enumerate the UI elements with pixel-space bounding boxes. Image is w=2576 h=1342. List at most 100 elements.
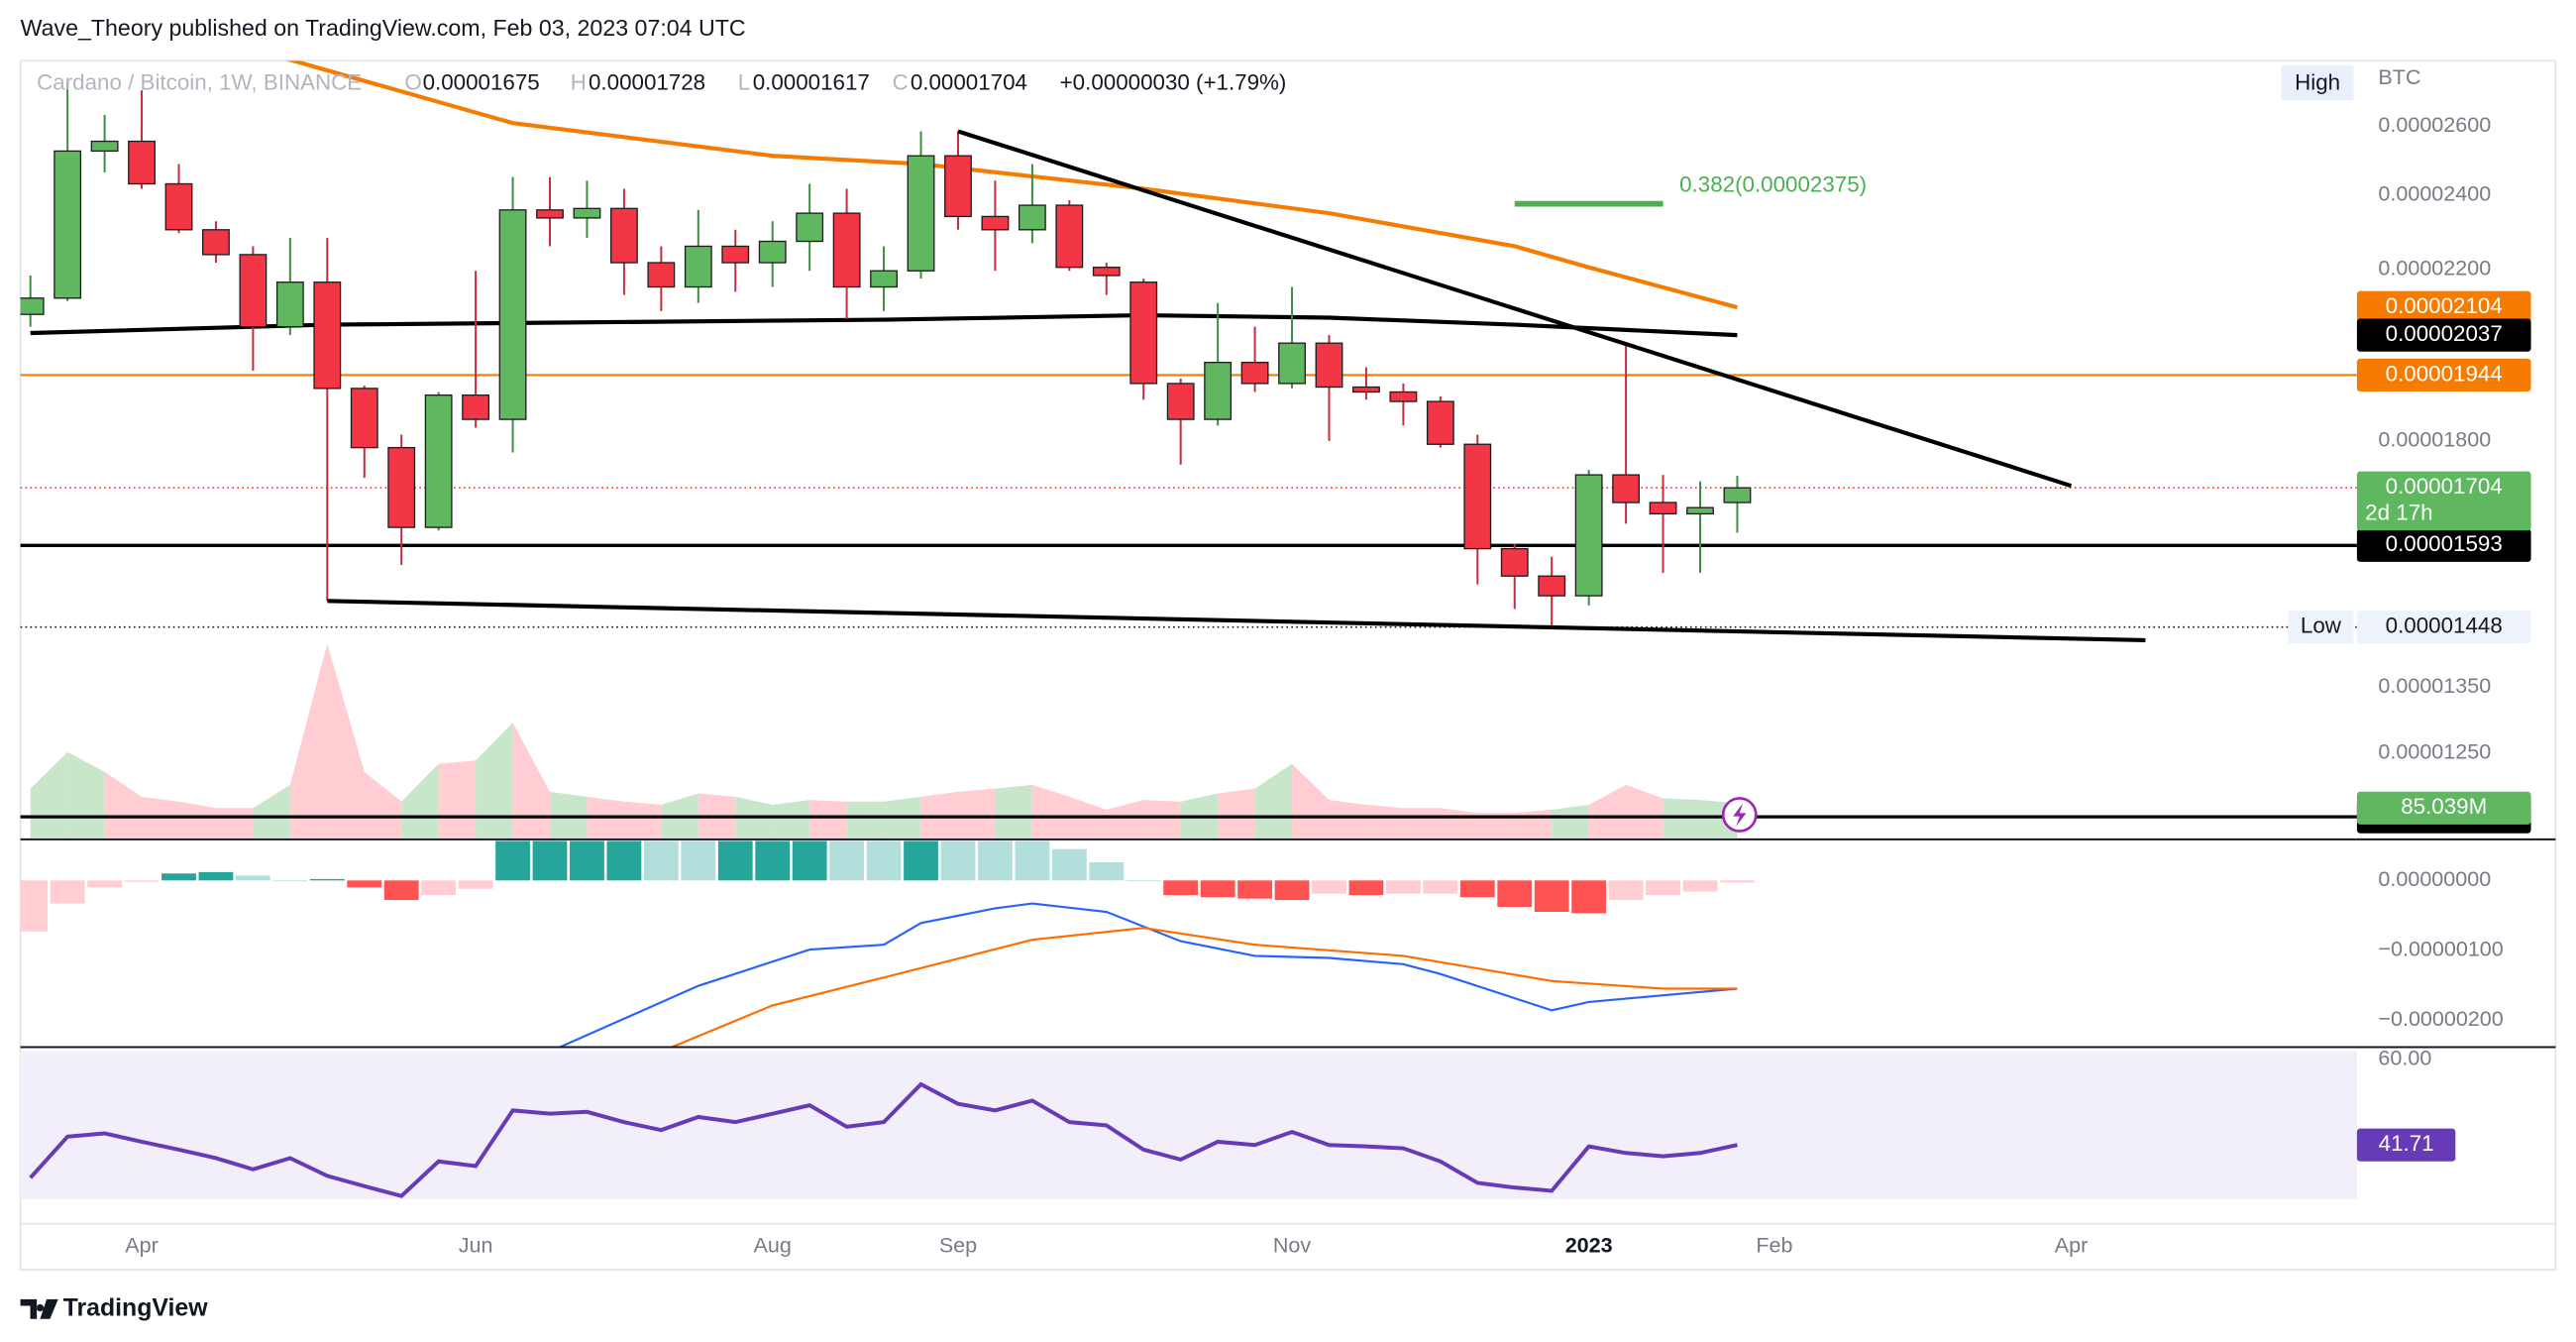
volume-area (438, 760, 477, 839)
volume-area (1031, 784, 1070, 839)
candle-body (424, 394, 453, 528)
volume-area (1477, 813, 1515, 839)
macd-bar (309, 878, 345, 881)
volume-area (401, 763, 439, 839)
level-badge: 0.00001593 (2386, 531, 2503, 556)
macd-bar (681, 840, 716, 881)
volume-area (289, 643, 328, 839)
rsi-line-pane (29, 1081, 1738, 1198)
candle-body (1278, 342, 1306, 385)
candle-body (1686, 506, 1714, 515)
candle-body (1055, 204, 1084, 269)
candle-body (684, 245, 712, 288)
macd-bar (532, 840, 568, 881)
macd-bar (1534, 880, 1569, 913)
candle-body (20, 297, 45, 315)
legend-open-label: O (404, 69, 421, 94)
volume-area (920, 791, 958, 839)
volume-area (1106, 800, 1144, 839)
macd-bar (20, 880, 49, 932)
macd-bar (1682, 880, 1718, 892)
y-tick-label: 0.00000000 (2378, 867, 2491, 891)
x-tick-label: 2023 (1565, 1234, 1613, 1258)
volume-area (550, 791, 588, 839)
low-marker: Low (2301, 614, 2342, 638)
candle-body (1315, 342, 1343, 389)
macd-bar (904, 840, 938, 881)
macd-bar (235, 875, 270, 881)
candle-body (275, 281, 304, 328)
volume-area (957, 788, 996, 839)
macd-bar (347, 880, 382, 888)
macd-bar (1385, 880, 1421, 894)
candle-body (1129, 281, 1158, 385)
chart-frame (19, 59, 2557, 1271)
volume-area (178, 801, 216, 839)
ma-badge-box (2356, 318, 2531, 352)
candle-body (239, 254, 268, 328)
candle-body (647, 262, 676, 288)
x-tick-label: Feb (1756, 1234, 1792, 1258)
volume-area (215, 808, 254, 839)
macd-bar (383, 880, 419, 901)
y-tick-label: 60.00 (2378, 1047, 2431, 1070)
rsi-badge: 41.71 (2379, 1131, 2434, 1156)
x-tick-label: Apr (2055, 1234, 2089, 1258)
macd-bar (272, 880, 308, 882)
candle-body (758, 240, 787, 264)
macd-bar (1423, 880, 1458, 894)
candle-body (350, 388, 378, 449)
candle-body (54, 150, 82, 299)
y-tick-label: 0.00002600 (2378, 113, 2491, 137)
macd-bar (495, 840, 530, 881)
macd-bar (866, 840, 902, 881)
candle-body (721, 245, 750, 264)
candle-body (1092, 267, 1121, 277)
volume-area (1440, 808, 1478, 839)
candle-body (1018, 204, 1046, 231)
macd-bar (1571, 880, 1607, 914)
candle-body (1574, 474, 1603, 597)
candle-body (462, 394, 490, 420)
candle-body (1723, 487, 1752, 503)
volume-area (67, 751, 105, 839)
volume-badge: 85.039M (2401, 794, 2487, 819)
ma-badge: 0.00002037 (2386, 321, 2503, 346)
macd-bar (1126, 880, 1161, 882)
candle-body (1500, 547, 1529, 577)
macd-bar (1163, 880, 1199, 896)
legend-high-label: H (571, 69, 587, 94)
candle-body (90, 140, 119, 153)
low-marker-box (2288, 611, 2354, 644)
volume-area (995, 784, 1032, 839)
macd-bar (1459, 880, 1495, 898)
candle-body (498, 209, 527, 420)
volume-area (1514, 809, 1553, 839)
candle-body (981, 215, 1010, 231)
candle-body (796, 212, 824, 243)
macd-bar (1089, 862, 1125, 881)
candle-body (870, 270, 898, 288)
candle-body (832, 212, 861, 288)
macd-bar (940, 840, 976, 881)
y-tick-label: −0.00000100 (2378, 937, 2503, 960)
macd-bar (755, 840, 791, 881)
rsi-band (20, 1051, 2357, 1199)
macd-bar (643, 840, 679, 881)
low-badge: 0.00001448 (2386, 614, 2503, 638)
macd-bar (421, 880, 457, 896)
macd-bar (1348, 880, 1384, 896)
candle-body (313, 281, 342, 390)
volume-area (104, 771, 143, 839)
volume-area (809, 800, 847, 839)
trendline (327, 599, 2146, 642)
y-tick-label: 0.00001350 (2378, 674, 2491, 698)
macd-bar (50, 880, 85, 904)
volume-area (1143, 800, 1181, 839)
volume-area (327, 643, 365, 839)
candle-body (1612, 474, 1641, 503)
macd-bar (978, 840, 1013, 881)
x-tick-label: Sep (939, 1234, 977, 1258)
